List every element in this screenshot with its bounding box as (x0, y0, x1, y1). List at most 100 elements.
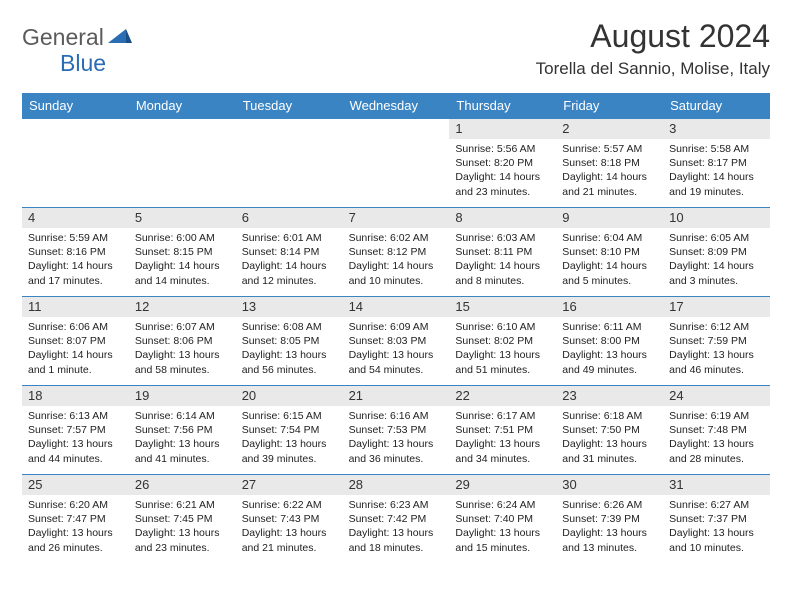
day-number: 13 (236, 297, 343, 317)
calendar-cell: 9Sunrise: 6:04 AMSunset: 8:10 PMDaylight… (556, 208, 663, 296)
day-sunrise: Sunrise: 5:59 AM (28, 231, 123, 245)
day-sunset: Sunset: 8:05 PM (242, 334, 337, 348)
day-details: Sunrise: 6:20 AMSunset: 7:47 PMDaylight:… (22, 495, 129, 560)
day-details: Sunrise: 5:57 AMSunset: 8:18 PMDaylight:… (556, 139, 663, 204)
day-sunset: Sunset: 7:42 PM (349, 512, 444, 526)
day-sunset: Sunset: 7:43 PM (242, 512, 337, 526)
day-details: Sunrise: 6:16 AMSunset: 7:53 PMDaylight:… (343, 406, 450, 471)
day-sunrise: Sunrise: 6:11 AM (562, 320, 657, 334)
day-sunset: Sunset: 8:16 PM (28, 245, 123, 259)
day-day2: and 56 minutes. (242, 363, 337, 377)
calendar-cell: 12Sunrise: 6:07 AMSunset: 8:06 PMDayligh… (129, 297, 236, 385)
day-details: Sunrise: 6:18 AMSunset: 7:50 PMDaylight:… (556, 406, 663, 471)
day-day1: Daylight: 14 hours (242, 259, 337, 273)
day-day2: and 49 minutes. (562, 363, 657, 377)
title-block: August 2024 Torella del Sannio, Molise, … (536, 18, 770, 79)
day-day2: and 28 minutes. (669, 452, 764, 466)
day-number: 28 (343, 475, 450, 495)
calendar-week-row: 18Sunrise: 6:13 AMSunset: 7:57 PMDayligh… (22, 386, 770, 475)
day-sunrise: Sunrise: 6:13 AM (28, 409, 123, 423)
day-details: Sunrise: 6:12 AMSunset: 7:59 PMDaylight:… (663, 317, 770, 382)
day-details: Sunrise: 6:01 AMSunset: 8:14 PMDaylight:… (236, 228, 343, 293)
calendar-cell: 13Sunrise: 6:08 AMSunset: 8:05 PMDayligh… (236, 297, 343, 385)
calendar-cell: 20Sunrise: 6:15 AMSunset: 7:54 PMDayligh… (236, 386, 343, 474)
day-sunset: Sunset: 8:07 PM (28, 334, 123, 348)
day-sunrise: Sunrise: 6:16 AM (349, 409, 444, 423)
dow-thursday: Thursday (449, 93, 556, 119)
day-sunset: Sunset: 8:14 PM (242, 245, 337, 259)
calendar-cell: 24Sunrise: 6:19 AMSunset: 7:48 PMDayligh… (663, 386, 770, 474)
logo-blue-row: Blue (22, 50, 106, 77)
day-day1: Daylight: 13 hours (349, 348, 444, 362)
day-day2: and 18 minutes. (349, 541, 444, 555)
calendar-cell: 21Sunrise: 6:16 AMSunset: 7:53 PMDayligh… (343, 386, 450, 474)
day-number: 25 (22, 475, 129, 495)
day-day1: Daylight: 13 hours (28, 526, 123, 540)
day-day2: and 34 minutes. (455, 452, 550, 466)
calendar-cell: 11Sunrise: 6:06 AMSunset: 8:07 PMDayligh… (22, 297, 129, 385)
day-day1: Daylight: 13 hours (135, 348, 230, 362)
day-sunrise: Sunrise: 5:58 AM (669, 142, 764, 156)
day-number: 15 (449, 297, 556, 317)
day-details: Sunrise: 5:58 AMSunset: 8:17 PMDaylight:… (663, 139, 770, 204)
day-number (236, 119, 343, 139)
calendar-cell: 2Sunrise: 5:57 AMSunset: 8:18 PMDaylight… (556, 119, 663, 207)
calendar-cell: 22Sunrise: 6:17 AMSunset: 7:51 PMDayligh… (449, 386, 556, 474)
day-details: Sunrise: 5:59 AMSunset: 8:16 PMDaylight:… (22, 228, 129, 293)
day-day1: Daylight: 13 hours (455, 437, 550, 451)
logo-text-general: General (22, 24, 104, 51)
calendar-cell: 4Sunrise: 5:59 AMSunset: 8:16 PMDaylight… (22, 208, 129, 296)
day-day1: Daylight: 14 hours (562, 259, 657, 273)
day-sunrise: Sunrise: 6:10 AM (455, 320, 550, 334)
day-details: Sunrise: 6:11 AMSunset: 8:00 PMDaylight:… (556, 317, 663, 382)
day-number: 10 (663, 208, 770, 228)
day-day1: Daylight: 14 hours (562, 170, 657, 184)
day-sunrise: Sunrise: 5:56 AM (455, 142, 550, 156)
day-sunrise: Sunrise: 6:19 AM (669, 409, 764, 423)
day-day2: and 46 minutes. (669, 363, 764, 377)
day-details: Sunrise: 6:17 AMSunset: 7:51 PMDaylight:… (449, 406, 556, 471)
calendar-cell: 14Sunrise: 6:09 AMSunset: 8:03 PMDayligh… (343, 297, 450, 385)
calendar-page: General August 2024 Torella del Sannio, … (0, 0, 792, 573)
day-sunrise: Sunrise: 6:02 AM (349, 231, 444, 245)
day-day2: and 17 minutes. (28, 274, 123, 288)
calendar-week-row: 1Sunrise: 5:56 AMSunset: 8:20 PMDaylight… (22, 119, 770, 208)
day-sunset: Sunset: 7:53 PM (349, 423, 444, 437)
day-details: Sunrise: 6:06 AMSunset: 8:07 PMDaylight:… (22, 317, 129, 382)
day-sunrise: Sunrise: 6:09 AM (349, 320, 444, 334)
day-day1: Daylight: 13 hours (349, 526, 444, 540)
day-sunrise: Sunrise: 6:00 AM (135, 231, 230, 245)
page-header: General August 2024 Torella del Sannio, … (22, 18, 770, 79)
day-day1: Daylight: 13 hours (135, 526, 230, 540)
calendar-cell: 30Sunrise: 6:26 AMSunset: 7:39 PMDayligh… (556, 475, 663, 563)
day-details: Sunrise: 6:08 AMSunset: 8:05 PMDaylight:… (236, 317, 343, 382)
day-sunset: Sunset: 7:39 PM (562, 512, 657, 526)
day-number: 14 (343, 297, 450, 317)
location-subtitle: Torella del Sannio, Molise, Italy (536, 59, 770, 79)
day-number: 23 (556, 386, 663, 406)
day-details: Sunrise: 5:56 AMSunset: 8:20 PMDaylight:… (449, 139, 556, 204)
day-sunrise: Sunrise: 6:18 AM (562, 409, 657, 423)
calendar-cell: 17Sunrise: 6:12 AMSunset: 7:59 PMDayligh… (663, 297, 770, 385)
calendar-week-row: 4Sunrise: 5:59 AMSunset: 8:16 PMDaylight… (22, 208, 770, 297)
day-number: 26 (129, 475, 236, 495)
day-day2: and 13 minutes. (562, 541, 657, 555)
day-day2: and 41 minutes. (135, 452, 230, 466)
calendar-cell: 25Sunrise: 6:20 AMSunset: 7:47 PMDayligh… (22, 475, 129, 563)
calendar-cell: 16Sunrise: 6:11 AMSunset: 8:00 PMDayligh… (556, 297, 663, 385)
calendar-cell: 31Sunrise: 6:27 AMSunset: 7:37 PMDayligh… (663, 475, 770, 563)
day-number: 22 (449, 386, 556, 406)
day-sunset: Sunset: 7:48 PM (669, 423, 764, 437)
day-sunrise: Sunrise: 6:21 AM (135, 498, 230, 512)
calendar-cell: 3Sunrise: 5:58 AMSunset: 8:17 PMDaylight… (663, 119, 770, 207)
day-day1: Daylight: 13 hours (135, 437, 230, 451)
day-day2: and 54 minutes. (349, 363, 444, 377)
calendar-body: 1Sunrise: 5:56 AMSunset: 8:20 PMDaylight… (22, 119, 770, 563)
day-sunrise: Sunrise: 6:22 AM (242, 498, 337, 512)
day-day1: Daylight: 13 hours (242, 437, 337, 451)
day-day1: Daylight: 13 hours (562, 526, 657, 540)
day-sunset: Sunset: 7:57 PM (28, 423, 123, 437)
logo: General (22, 24, 134, 51)
day-day2: and 26 minutes. (28, 541, 123, 555)
day-sunrise: Sunrise: 5:57 AM (562, 142, 657, 156)
